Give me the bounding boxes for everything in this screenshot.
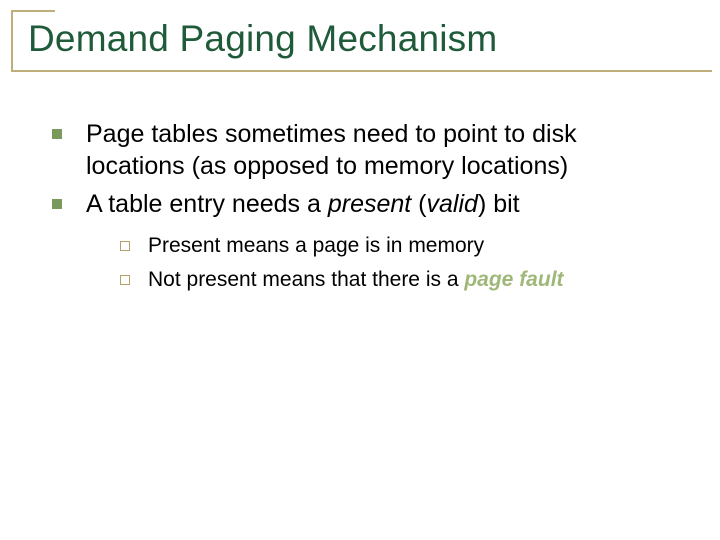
list-item: Page tables sometimes need to point to d…	[52, 118, 680, 182]
bullet-list-level2: Present means a page is in memory Not pr…	[86, 232, 680, 295]
bullet-text: ) bit	[478, 190, 520, 218]
bullet-text: Present means a page is in memory	[148, 234, 484, 257]
slide-title: Demand Paging Mechanism	[28, 18, 720, 60]
bullet-text: Not present means that there is a	[148, 268, 464, 291]
bullet-text: Page tables sometimes need to point to d…	[86, 120, 577, 180]
list-item: Present means a page is in memory	[120, 232, 680, 260]
title-region: Demand Paging Mechanism	[0, 0, 720, 74]
list-item: Not present means that there is a page f…	[120, 266, 680, 294]
rule-left	[11, 10, 13, 70]
rule-top	[11, 10, 55, 12]
italic-text: present	[328, 190, 411, 218]
content-region: Page tables sometimes need to point to d…	[0, 74, 720, 295]
italic-text: valid	[427, 190, 478, 218]
bullet-list-level1: Page tables sometimes need to point to d…	[52, 118, 680, 295]
rule-bottom	[11, 70, 712, 72]
bullet-text: A table entry needs a	[86, 190, 328, 218]
bullet-text: (	[411, 190, 426, 218]
slide: Demand Paging Mechanism Page tables some…	[0, 0, 720, 540]
keyword-text: page fault	[464, 268, 563, 291]
list-item: A table entry needs a present (valid) bi…	[52, 188, 680, 295]
